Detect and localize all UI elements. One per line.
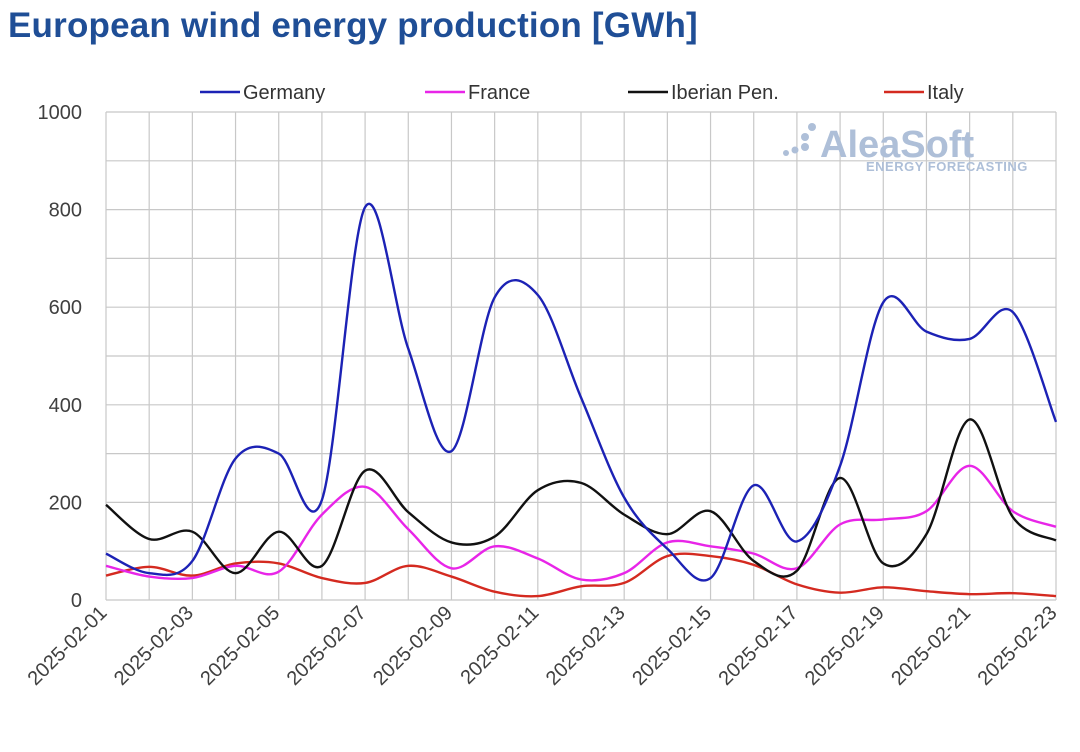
y-tick-label: 1000 <box>38 102 83 124</box>
x-tick-label: 2025-02-09 <box>369 602 457 690</box>
watermark-dot <box>783 150 789 156</box>
y-tick-label: 800 <box>49 200 82 222</box>
series-lines <box>105 202 1058 598</box>
aleasoft-watermark: AleaSoft ENERGY FORECASTING <box>783 123 1028 174</box>
series-line-iberian-pen <box>105 418 1057 578</box>
x-tick-label: 2025-02-03 <box>110 602 198 690</box>
x-tick-label: 2025-02-11 <box>457 602 544 689</box>
x-tick-label: 2025-02-05 <box>196 602 284 690</box>
legend-label: Germany <box>243 82 325 104</box>
legend: Germany France Iberian Pen. Italy <box>200 82 964 104</box>
series-line-italy <box>105 552 1057 598</box>
series-line-germany <box>105 202 1058 582</box>
watermark-dot <box>791 146 799 154</box>
x-tick-label: 2025-02-17 <box>715 602 803 690</box>
watermark-tagline: ENERGY FORECASTING <box>866 159 1028 174</box>
y-tick-label: 200 <box>49 492 82 514</box>
y-tick-label: 0 <box>71 590 82 612</box>
x-tick-label: 2025-02-19 <box>801 602 889 690</box>
x-tick-label: 2025-02-15 <box>628 602 716 690</box>
x-tick-label: 2025-02-13 <box>542 602 630 690</box>
series-line-france <box>105 464 1057 582</box>
legend-label: France <box>468 82 530 104</box>
x-tick-label: 2025-02-01 <box>24 602 112 690</box>
watermark-dot <box>801 133 809 141</box>
grid <box>105 111 1057 601</box>
chart-title: European wind energy production [GWh] <box>8 6 698 45</box>
x-tick-label: 2025-02-07 <box>283 602 371 690</box>
watermark-dot <box>808 123 816 131</box>
x-tick-label: 2025-02-21 <box>887 602 975 690</box>
legend-label: Italy <box>927 82 964 104</box>
y-tick-label: 600 <box>49 297 82 319</box>
watermark-brand: AleaSoft <box>820 124 974 166</box>
y-tick-label: 400 <box>49 395 82 417</box>
x-tick-label: 2025-02-23 <box>974 602 1062 690</box>
x-axis-ticks: 2025-02-012025-02-032025-02-052025-02-07… <box>24 602 1062 690</box>
watermark-dot <box>801 143 809 151</box>
y-axis-ticks: 0 200 400 600 800 1000 <box>38 102 83 612</box>
legend-label: Iberian Pen. <box>671 82 779 104</box>
